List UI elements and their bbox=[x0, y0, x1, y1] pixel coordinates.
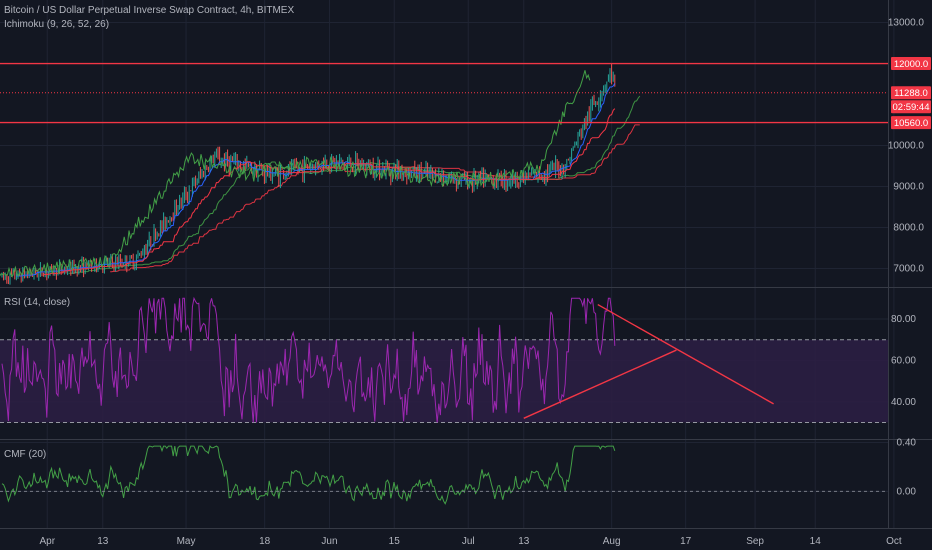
cmf-legend[interactable]: CMF (20) bbox=[4, 449, 47, 460]
price-badge-label: 12000.0 bbox=[894, 59, 928, 70]
rsi-trendline[interactable] bbox=[597, 303, 774, 405]
y-tick-price: 7000.0 bbox=[893, 264, 924, 275]
cmf-layer bbox=[0, 445, 888, 505]
y-tick-price: 10000.0 bbox=[888, 141, 925, 152]
hlines-layer bbox=[0, 62, 888, 124]
y-tick-price: 13000.0 bbox=[888, 18, 925, 29]
x-tick-label: May bbox=[177, 536, 196, 547]
x-tick-label: 13 bbox=[518, 536, 530, 547]
symbol-title[interactable]: Bitcoin / US Dollar Perpetual Inverse Sw… bbox=[4, 5, 295, 16]
y-tick-cmf: 0.00 bbox=[897, 486, 917, 497]
x-tick-label: Jul bbox=[462, 536, 475, 547]
y-tick-price: 9000.0 bbox=[893, 182, 924, 193]
y-tick-price: 8000.0 bbox=[893, 223, 924, 234]
trendlines-layer[interactable] bbox=[523, 303, 774, 419]
rsi-band bbox=[0, 339, 888, 423]
grid-layer bbox=[0, 0, 932, 529]
x-tick-label: 13 bbox=[97, 536, 109, 547]
x-tick-label: Oct bbox=[886, 536, 902, 547]
x-tick-label: Sep bbox=[746, 536, 764, 547]
price-badge-label: 11288.0 bbox=[894, 88, 928, 99]
price-badge bbox=[891, 86, 931, 100]
rsi-legend[interactable]: RSI (14, close) bbox=[4, 297, 71, 308]
rsi-line bbox=[1, 296, 616, 423]
band-layer bbox=[0, 339, 888, 423]
price-badge bbox=[891, 116, 931, 130]
ichimoku-legend[interactable]: Ichimoku (9, 26, 52, 26) bbox=[4, 19, 110, 30]
cmf-line bbox=[1, 445, 616, 505]
rsi-trendline[interactable] bbox=[523, 349, 677, 419]
x-tick-label: 18 bbox=[259, 536, 271, 547]
y-tick-rsi: 80.00 bbox=[891, 314, 916, 325]
y-tick-cmf: 0.40 bbox=[897, 437, 917, 448]
price-badge bbox=[891, 57, 931, 71]
x-tick-label: Apr bbox=[39, 536, 55, 547]
price-badge bbox=[891, 100, 931, 114]
x-tick-label: Aug bbox=[603, 536, 621, 547]
x-tick-label: Jun bbox=[321, 536, 337, 547]
rsi-layer bbox=[1, 296, 616, 423]
axis-layer: 7000.0 8000.0 9000.0 10000.0 13000.0 40.00 60.… bbox=[39, 18, 931, 547]
y-tick-rsi: 40.00 bbox=[891, 397, 916, 408]
price-badge-label: 02:59:44 bbox=[893, 102, 930, 113]
x-tick-label: 15 bbox=[389, 536, 401, 547]
ichimoku-chikou bbox=[0, 70, 591, 278]
y-tick-rsi: 60.00 bbox=[891, 355, 916, 366]
price-badge-label: 10560.0 bbox=[894, 118, 928, 129]
x-tick-label: 17 bbox=[680, 536, 692, 547]
x-tick-label: 14 bbox=[810, 536, 822, 547]
ichimoku-layer bbox=[0, 70, 616, 278]
